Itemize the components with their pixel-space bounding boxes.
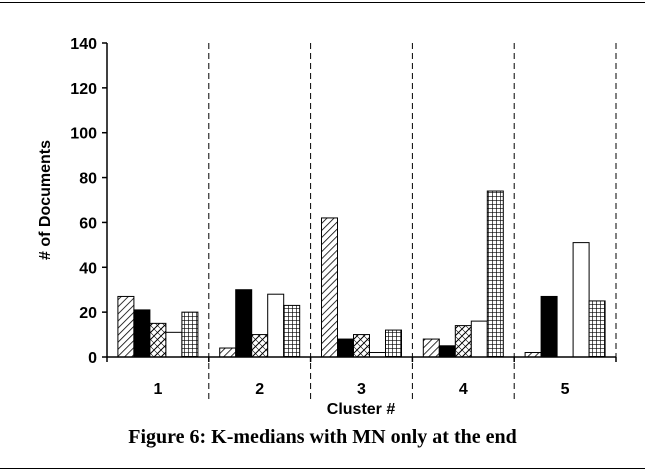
bar-cluster-4-white <box>470 320 488 358</box>
y-tick-label: 140 <box>70 36 97 53</box>
x-tick-label: 2 <box>255 381 264 398</box>
bar-cluster-3-grid <box>385 329 402 358</box>
bar-cluster-2-grid <box>283 304 301 358</box>
bar-cluster-1-diagonal-hatch <box>117 295 135 358</box>
bar-cluster-1-white <box>165 331 183 358</box>
bar-cluster-2-cross-hatch <box>251 334 269 358</box>
x-tick-label: 4 <box>459 381 468 398</box>
bars <box>117 190 606 358</box>
top-rule <box>0 2 645 3</box>
bar-chart: 0 20 40 60 80 100 120 140 1 2 3 4 5 Cluster # # of … <box>37 36 617 418</box>
bar-cluster-1-cross-hatch <box>149 322 167 358</box>
y-tick-label: 60 <box>79 215 97 232</box>
y-tick-label: 120 <box>70 81 97 98</box>
y-ticks: 0 20 40 60 80 100 120 140 <box>70 36 107 367</box>
y-tick-label: 0 <box>88 350 97 367</box>
y-tick-label: 40 <box>79 260 97 277</box>
bottom-rule <box>0 468 645 469</box>
bar-cluster-1-grid <box>181 311 199 358</box>
bar-cluster-4-solid-black <box>438 345 456 358</box>
axes <box>106 43 616 358</box>
y-tick-label: 80 <box>79 171 97 188</box>
y-tick-label: 20 <box>79 305 97 322</box>
bar-cluster-2-white <box>267 293 285 358</box>
bar-cluster-5-grid <box>588 300 606 358</box>
figure-caption: Figure 6: K-medians with MN only at the … <box>128 426 517 448</box>
x-axis-title: Cluster # <box>327 401 396 418</box>
y-tick-label: 100 <box>70 126 97 143</box>
bar-cluster-3-cross-hatch <box>353 334 370 358</box>
bar-cluster-4-diagonal-hatch <box>422 338 440 358</box>
bar-cluster-3-diagonal-hatch <box>321 217 338 358</box>
bar-cluster-3-solid-black <box>337 338 354 358</box>
x-tick-label: 5 <box>561 381 570 398</box>
bar-cluster-4-grid <box>486 190 504 358</box>
bar-cluster-1-solid-black <box>133 309 151 358</box>
bar-cluster-5-solid-black <box>540 295 558 358</box>
x-tick-label: 1 <box>153 381 162 398</box>
x-tick-label: 3 <box>357 381 366 398</box>
x-ticks: 1 2 3 4 5 <box>106 357 617 398</box>
bar-cluster-2-diagonal-hatch <box>219 347 237 358</box>
y-axis-title: # of Documents <box>37 140 54 260</box>
separator-lines <box>208 43 617 400</box>
bar-cluster-5-white <box>572 242 590 358</box>
bar-cluster-4-cross-hatch <box>454 325 472 358</box>
bar-cluster-2-solid-black <box>235 289 253 358</box>
